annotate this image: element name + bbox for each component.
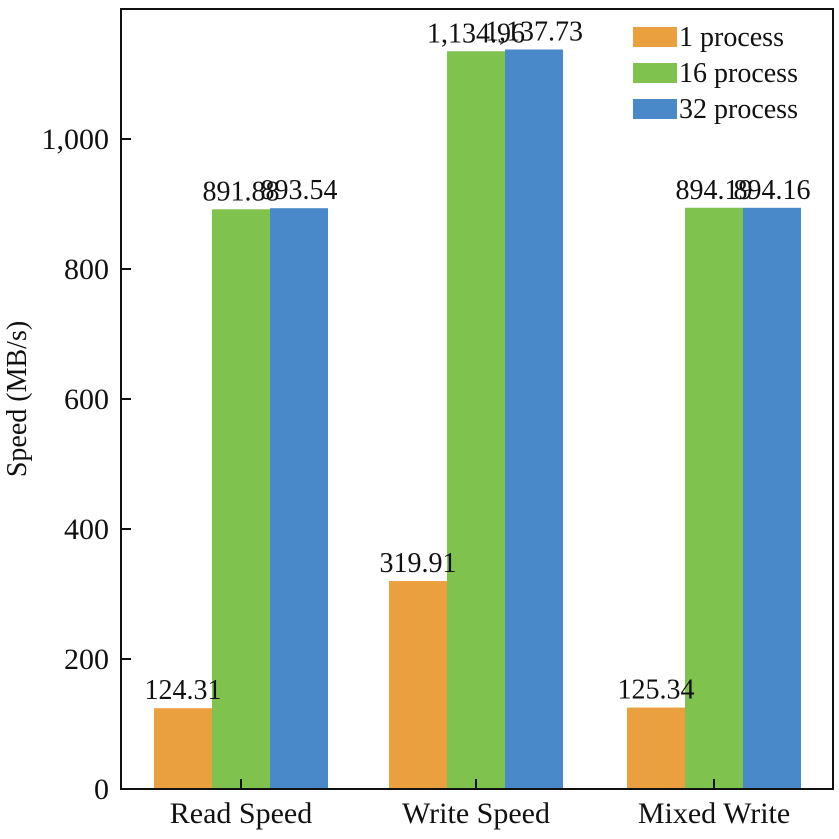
bar-1-3 [627,707,685,789]
bar-1-1 [154,708,212,789]
bar-2-3 [685,207,743,790]
legend-label: 16 process [679,58,798,89]
data-label: 894.19 [676,175,753,206]
legend-swatch [633,63,677,83]
value-labels-layer: 124.31319.91125.34891.881,134.96894.1989… [145,16,811,706]
y-tick-label: 600 [64,383,109,416]
legend-item: 1 process [633,22,784,53]
bar-3-2 [505,49,563,789]
data-label: 124.31 [145,675,222,706]
data-label: 894.16 [734,175,811,206]
legend-swatch [633,27,677,47]
x-tick-label: Mixed Write [638,797,790,830]
data-label: 1,137.73 [485,16,583,47]
data-label: 125.34 [618,675,695,706]
x-tick-label: Write Speed [402,797,550,830]
x-axis: Read Speed Write Speed Mixed Write [170,779,790,830]
y-tick-label: 400 [64,513,109,546]
data-label: 1,134.96 [427,18,525,49]
legend-label: 32 process [679,94,798,125]
y-axis: 0 200 400 600 800 1,000 [42,123,131,806]
y-tick-label: 1,000 [42,123,110,156]
y-tick-label: 200 [64,643,109,676]
bar-3-3 [743,207,801,789]
data-label: 319.91 [380,548,457,579]
x-tick-label: Read Speed [170,797,312,830]
bars-layer [154,49,801,790]
bar-1-2 [389,581,447,789]
legend-item: 16 process [633,58,798,89]
data-label: 893.54 [261,175,338,206]
y-axis-title: Speed (MB/s) [2,321,33,477]
legend-label: 1 process [679,22,784,53]
legend-swatch [633,99,677,119]
legend: 1 process 16 process 32 process [633,22,798,125]
data-label: 891.88 [203,176,280,207]
legend-item: 32 process [633,94,798,125]
y-tick-label: 800 [64,253,109,286]
y-tick-label: 0 [94,773,109,806]
bar-3-1 [270,208,328,790]
bar-2-1 [212,209,270,789]
bar-2-2 [447,51,505,789]
